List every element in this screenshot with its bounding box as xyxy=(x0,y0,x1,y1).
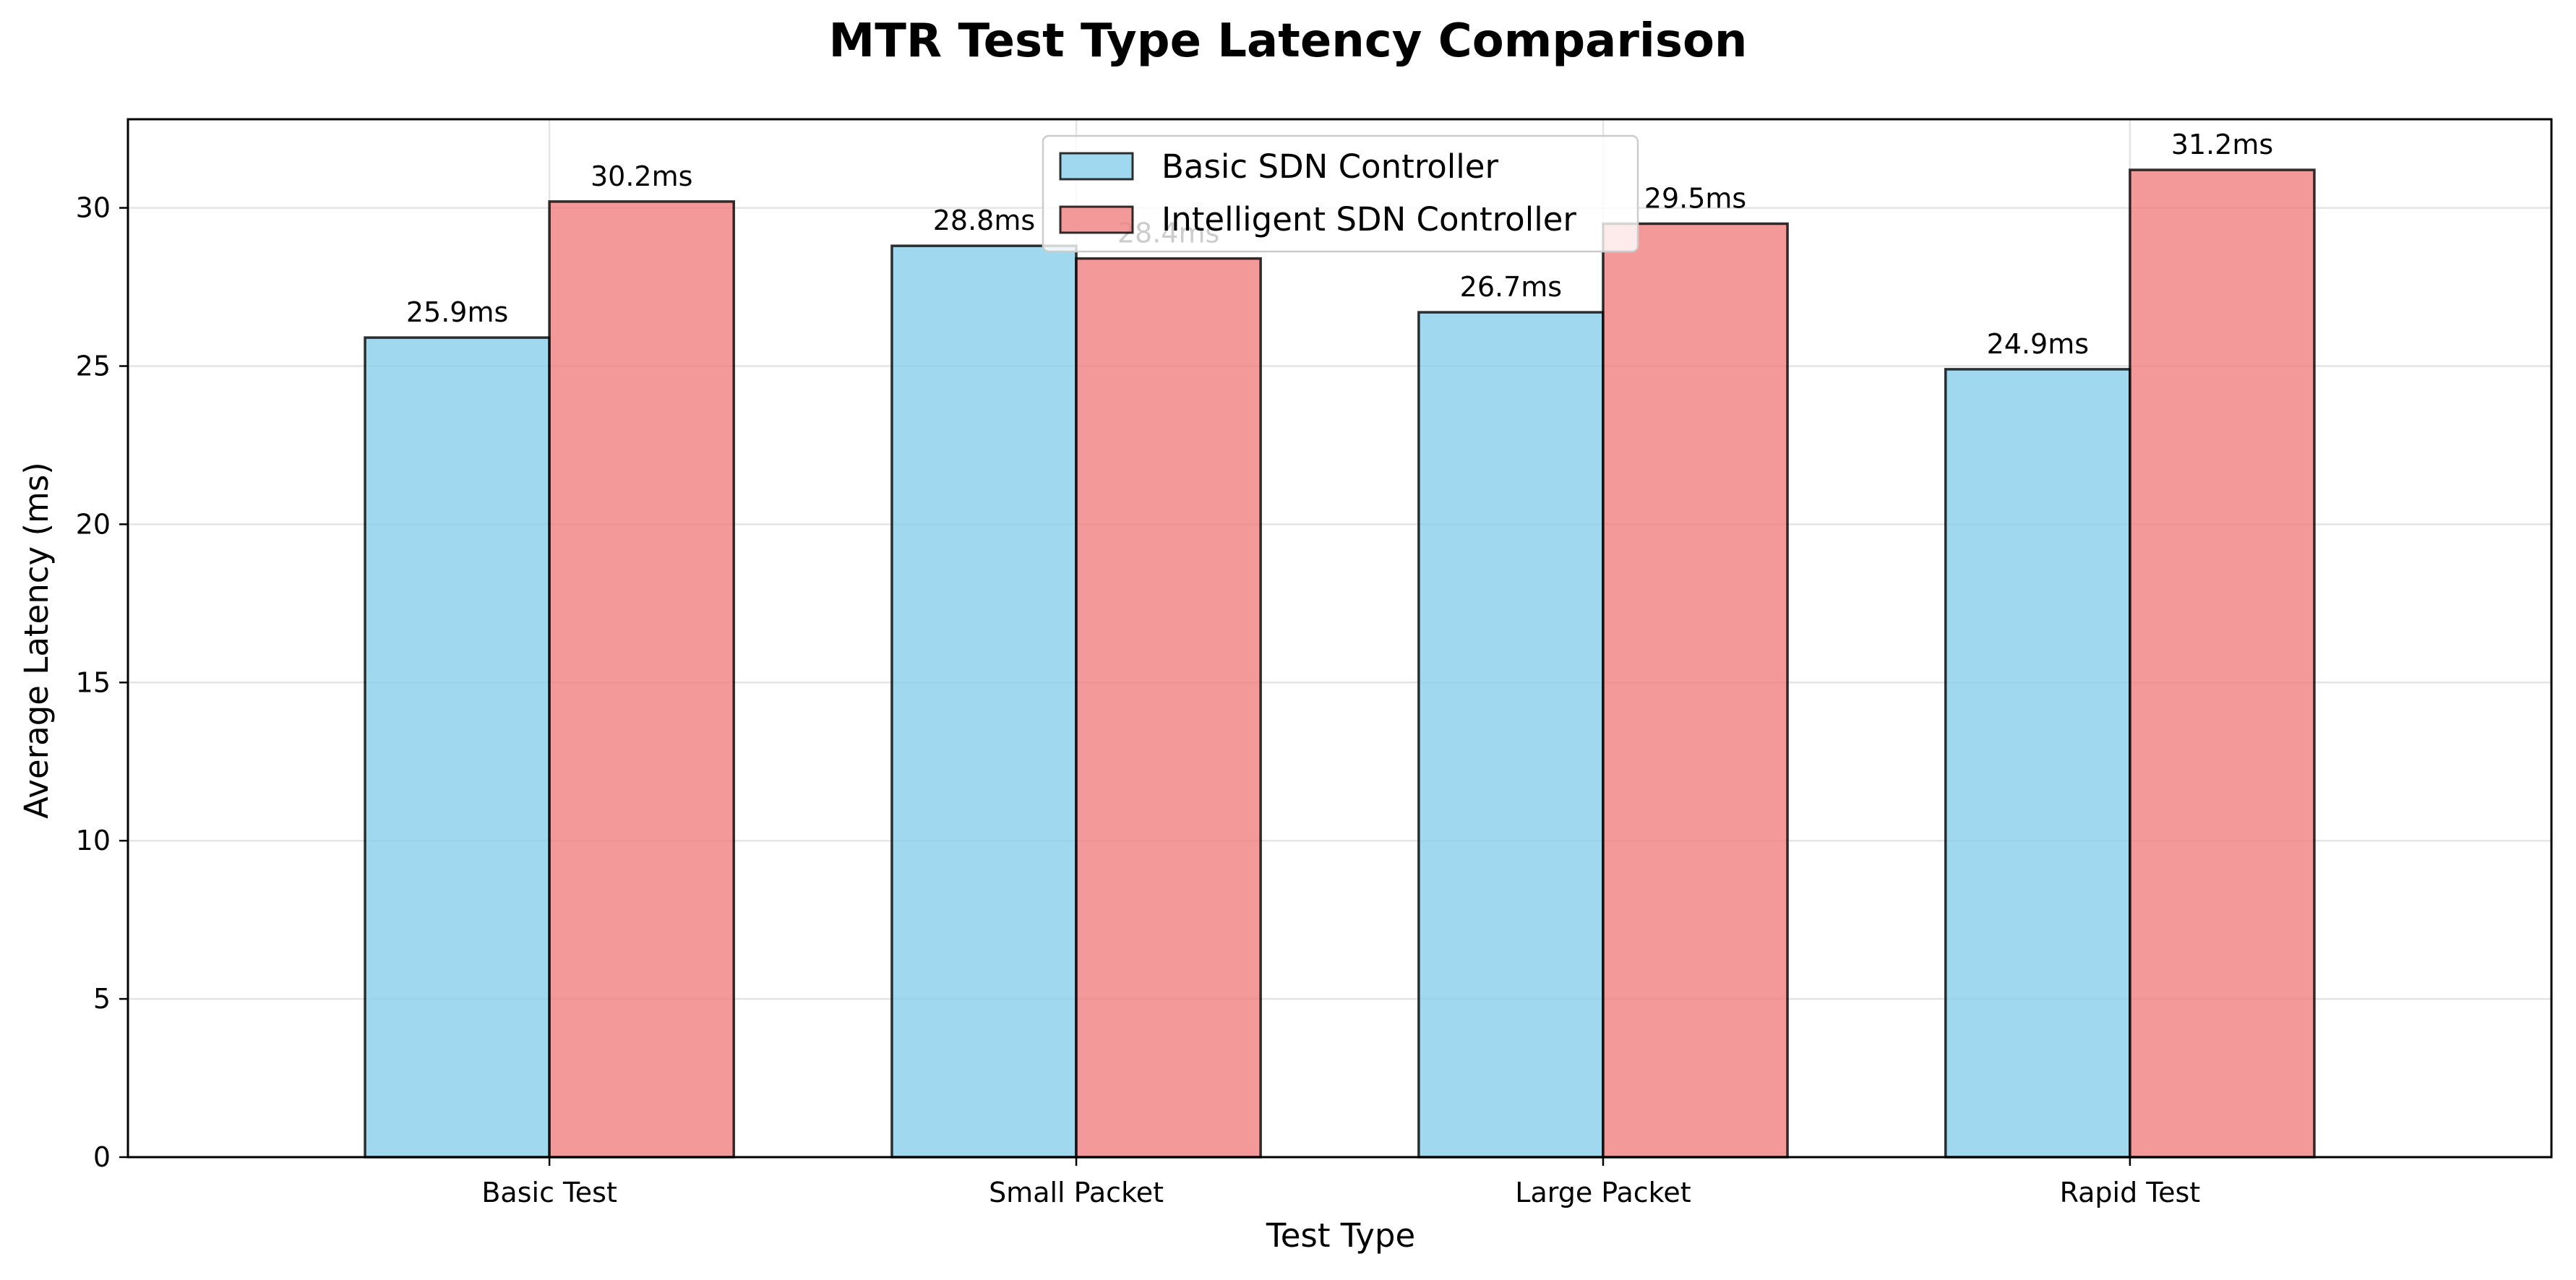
data-label: 26.7ms xyxy=(1460,271,1562,303)
legend-swatch-intelligent xyxy=(1059,205,1134,234)
bars xyxy=(364,168,2316,1159)
data-label: 25.9ms xyxy=(406,296,508,328)
y-tick-label: 25 xyxy=(76,350,111,382)
bar-intelligent xyxy=(2129,168,2316,1159)
legend: Basic SDN Controller Intelligent SDN Con… xyxy=(1042,134,1639,253)
data-label: 31.2ms xyxy=(2171,129,2273,160)
x-tick-label: Rapid Test xyxy=(2060,1177,2201,1208)
y-tick-label: 5 xyxy=(93,983,111,1015)
y-tick-label: 10 xyxy=(76,825,111,856)
plot-frame xyxy=(126,118,2553,1159)
y-axis-label: Average Latency (ms) xyxy=(17,462,56,819)
y-tick-label: 0 xyxy=(93,1141,111,1173)
legend-label-basic: Basic SDN Controller xyxy=(1162,147,1498,186)
x-axis-label: Test Type xyxy=(1266,1216,1415,1255)
bar-basic xyxy=(890,244,1078,1159)
bar-intelligent xyxy=(548,200,735,1159)
data-label: 30.2ms xyxy=(591,160,692,192)
bar-basic xyxy=(364,336,551,1159)
y-tick-label: 15 xyxy=(76,666,111,698)
y-tick-label: 20 xyxy=(76,508,111,540)
bar-intelligent xyxy=(1075,257,1262,1159)
bar-basic xyxy=(1417,311,1605,1159)
legend-label-intelligent: Intelligent SDN Controller xyxy=(1162,200,1576,239)
x-tick-label: Basic Test xyxy=(481,1177,617,1208)
data-label: 29.5ms xyxy=(1644,182,1746,214)
data-label: 24.9ms xyxy=(1987,328,2089,360)
x-tick-label: Large Packet xyxy=(1515,1177,1691,1208)
bar-intelligent xyxy=(1602,222,1789,1159)
legend-box xyxy=(1042,134,1639,253)
data-label: 28.8ms xyxy=(933,205,1035,236)
legend-swatch-basic xyxy=(1059,152,1134,181)
x-tick-label: Small Packet xyxy=(989,1177,1164,1208)
chart-title: MTR Test Type Latency Comparison xyxy=(829,14,1748,68)
bar-basic xyxy=(1944,368,2131,1159)
y-axis-ticks: 0 5 10 15 20 25 30 xyxy=(76,192,128,1173)
y-tick-label: 30 xyxy=(76,192,111,224)
x-axis-ticks: Basic Test Small Packet Large Packet Rapid … xyxy=(481,1157,2200,1208)
